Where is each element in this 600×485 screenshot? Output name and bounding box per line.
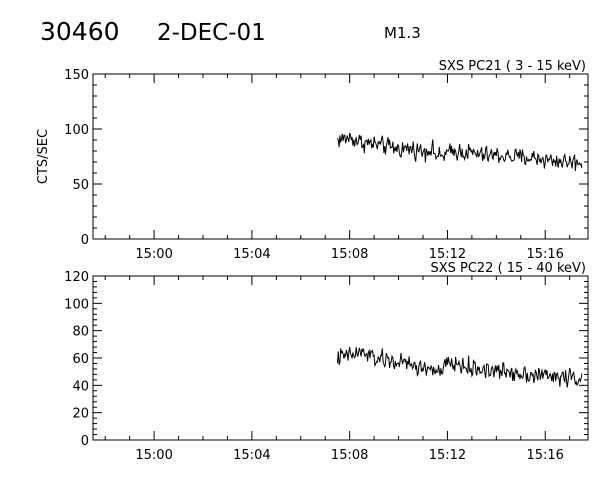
x-tick-label: 15:00	[135, 247, 172, 262]
plot-frame	[92, 73, 589, 240]
y-tick-label: 150	[64, 68, 89, 83]
y-axis-label: CTS/SEC	[36, 129, 51, 184]
x-tick-label: 15:04	[233, 247, 270, 262]
x-tick-label: 15:08	[331, 448, 368, 463]
y-tick-label: 120	[64, 270, 89, 285]
event-number: 30460	[40, 17, 120, 46]
y-tick-label: 0	[81, 233, 89, 248]
y-tick-label: 50	[72, 178, 89, 193]
x-tick-label: 15:00	[135, 448, 172, 463]
y-tick-label: 0	[81, 434, 89, 449]
flare-class: M1.3	[384, 24, 421, 42]
panel-sxs-pc21: SXS PC21 ( 3 - 15 keV) CTS/SEC 0 50 100 150 15…	[36, 59, 589, 262]
data-series-line	[336, 346, 583, 388]
panel-title: SXS PC21 ( 3 - 15 keV)	[439, 59, 586, 74]
y-tick-label: 20	[72, 407, 89, 422]
x-tick-label: 15:12	[429, 448, 466, 463]
y-tick-label: 60	[72, 352, 89, 367]
x-tick-label: 15:04	[233, 448, 270, 463]
panel-sxs-pc22: SXS PC22 ( 15 - 40 keV) 0 20 40 60 80 100 120 15…	[64, 261, 589, 463]
x-tick-label: 15:12	[429, 247, 466, 262]
panel-title: SXS PC22 ( 15 - 40 keV)	[430, 261, 586, 276]
observation-date: 2-DEC-01	[157, 20, 266, 46]
x-tick-label: 15:16	[526, 247, 563, 262]
data-series-line	[336, 132, 583, 171]
y-tick-label: 100	[64, 123, 89, 138]
x-tick-label: 15:16	[526, 448, 563, 463]
y-tick-label: 80	[72, 325, 89, 340]
x-tick-label: 15:08	[331, 247, 368, 262]
y-tick-label: 40	[72, 379, 89, 394]
y-tick-label: 100	[64, 297, 89, 312]
